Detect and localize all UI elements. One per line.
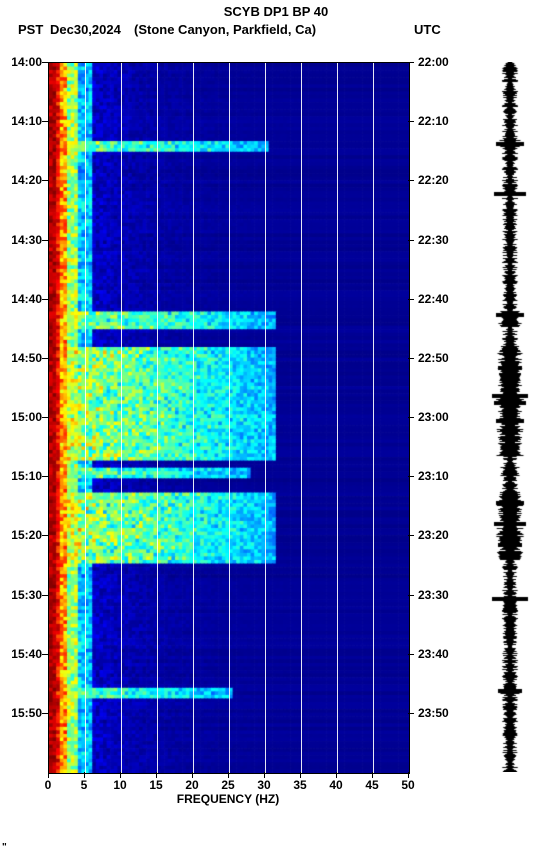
gridline-vertical bbox=[373, 63, 374, 773]
x-tick-label: 20 bbox=[178, 778, 206, 792]
utc-tick-mark bbox=[408, 713, 414, 714]
pst-tick-mark bbox=[42, 299, 48, 300]
x-tick-label: 35 bbox=[286, 778, 314, 792]
pst-tick-mark bbox=[42, 240, 48, 241]
pst-tick-mark bbox=[42, 535, 48, 536]
x-tick-label: 45 bbox=[358, 778, 386, 792]
chart-title-line1: SCYB DP1 BP 40 bbox=[0, 4, 552, 19]
utc-tick-label: 22:40 bbox=[418, 292, 449, 306]
pst-tick-label: 15:30 bbox=[4, 588, 42, 602]
header-date: Dec30,2024 bbox=[50, 22, 121, 37]
pst-tick-label: 15:10 bbox=[4, 469, 42, 483]
x-tick-label: 15 bbox=[142, 778, 170, 792]
pst-tick-mark bbox=[42, 62, 48, 63]
pst-tick-mark bbox=[42, 417, 48, 418]
gridline-vertical bbox=[157, 63, 158, 773]
gridline-vertical bbox=[265, 63, 266, 773]
pst-tick-mark bbox=[42, 358, 48, 359]
utc-tick-label: 22:30 bbox=[418, 233, 449, 247]
utc-tick-label: 23:20 bbox=[418, 528, 449, 542]
x-tick-label: 25 bbox=[214, 778, 242, 792]
utc-tick-label: 23:30 bbox=[418, 588, 449, 602]
utc-tick-mark bbox=[408, 654, 414, 655]
utc-tick-mark bbox=[408, 595, 414, 596]
gridline-vertical bbox=[85, 63, 86, 773]
utc-tick-mark bbox=[408, 240, 414, 241]
pst-tick-mark bbox=[42, 121, 48, 122]
utc-tick-label: 23:50 bbox=[418, 706, 449, 720]
pst-tick-label: 15:50 bbox=[4, 706, 42, 720]
gridline-vertical bbox=[193, 63, 194, 773]
spectrogram-plot bbox=[48, 62, 410, 774]
gridline-vertical bbox=[121, 63, 122, 773]
pst-tick-label: 15:20 bbox=[4, 528, 42, 542]
utc-tick-label: 22:00 bbox=[418, 55, 449, 69]
utc-tick-mark bbox=[408, 417, 414, 418]
pst-tick-mark bbox=[42, 180, 48, 181]
header-location: (Stone Canyon, Parkfield, Ca) bbox=[134, 22, 316, 37]
utc-tick-label: 22:20 bbox=[418, 173, 449, 187]
pst-tick-mark bbox=[42, 654, 48, 655]
utc-tick-mark bbox=[408, 62, 414, 63]
x-tick-label: 0 bbox=[34, 778, 62, 792]
frequency-axis-title: FREQUENCY (HZ) bbox=[48, 792, 408, 806]
pst-tick-mark bbox=[42, 595, 48, 596]
gridline-vertical bbox=[337, 63, 338, 773]
pst-tick-label: 15:00 bbox=[4, 410, 42, 424]
pst-tick-label: 14:00 bbox=[4, 55, 42, 69]
pst-tick-label: 14:10 bbox=[4, 114, 42, 128]
header-pst-label: PST bbox=[18, 22, 43, 37]
utc-tick-mark bbox=[408, 121, 414, 122]
waveform-canvas bbox=[490, 62, 530, 772]
waveform-trace bbox=[490, 62, 530, 772]
utc-tick-mark bbox=[408, 535, 414, 536]
pst-tick-label: 14:50 bbox=[4, 351, 42, 365]
pst-tick-label: 14:40 bbox=[4, 292, 42, 306]
utc-tick-mark bbox=[408, 358, 414, 359]
utc-tick-label: 23:10 bbox=[418, 469, 449, 483]
utc-tick-mark bbox=[408, 476, 414, 477]
x-tick-label: 5 bbox=[70, 778, 98, 792]
x-tick-label: 10 bbox=[106, 778, 134, 792]
pst-tick-label: 14:20 bbox=[4, 173, 42, 187]
utc-tick-mark bbox=[408, 299, 414, 300]
utc-tick-label: 23:00 bbox=[418, 410, 449, 424]
utc-tick-label: 22:10 bbox=[418, 114, 449, 128]
utc-tick-label: 23:40 bbox=[418, 647, 449, 661]
pst-tick-label: 14:30 bbox=[4, 233, 42, 247]
footer-mark: " bbox=[2, 842, 7, 853]
pst-tick-label: 15:40 bbox=[4, 647, 42, 661]
gridline-vertical bbox=[301, 63, 302, 773]
x-tick-label: 30 bbox=[250, 778, 278, 792]
x-tick-label: 40 bbox=[322, 778, 350, 792]
x-tick-label: 50 bbox=[394, 778, 422, 792]
header-utc-label: UTC bbox=[414, 22, 441, 37]
gridline-vertical bbox=[229, 63, 230, 773]
utc-tick-mark bbox=[408, 180, 414, 181]
pst-tick-mark bbox=[42, 476, 48, 477]
utc-tick-label: 22:50 bbox=[418, 351, 449, 365]
pst-tick-mark bbox=[42, 713, 48, 714]
